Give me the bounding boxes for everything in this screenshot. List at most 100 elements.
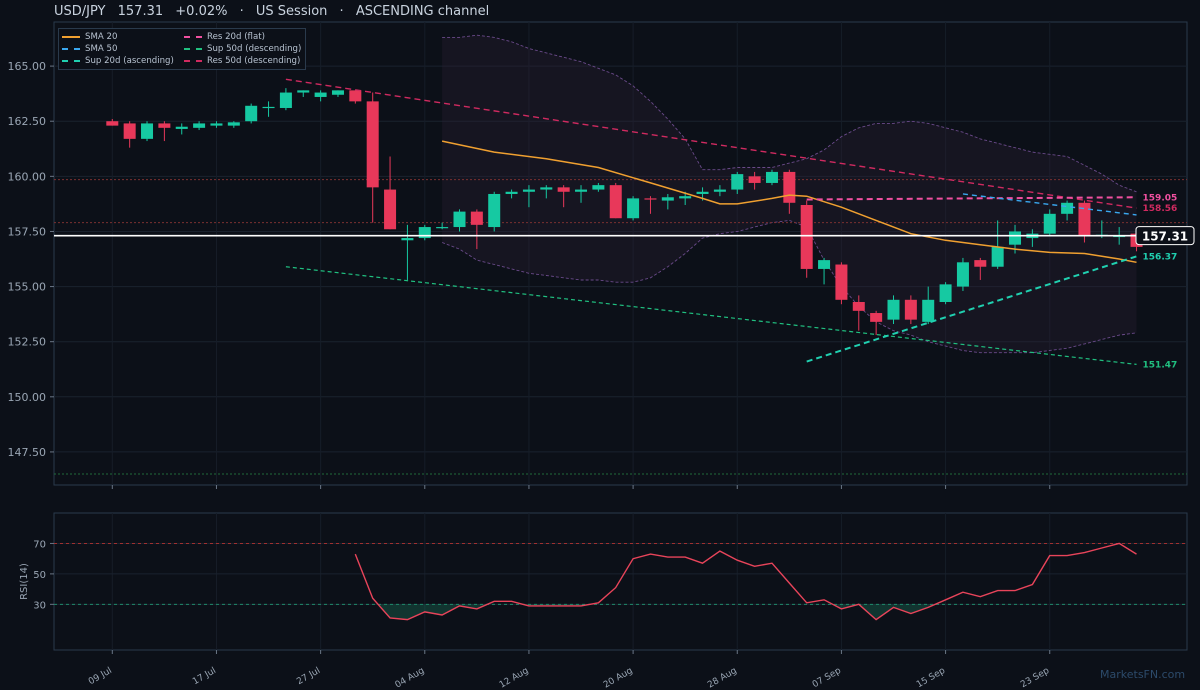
price-ytick-label: 155.00 [8,281,47,294]
candle-body [418,227,431,239]
candle [106,119,119,126]
candle-body [384,189,397,230]
price-label: 157.31 [117,4,164,19]
candle-body [661,197,674,201]
price-ytick-label: 162.50 [8,115,47,128]
candle-body [1009,231,1022,245]
legend-swatch [62,60,80,62]
candle-body [783,171,796,203]
date-tick-label: 27 Jul [295,666,322,687]
candle [922,286,935,325]
candle-body [974,260,987,267]
chart-header: USD/JPY 157.31 +0.02% · US Session · ASC… [54,4,497,19]
change-label: +0.02% [175,4,228,19]
trendline-end-label: 156.37 [1143,252,1178,262]
candle [713,185,726,197]
chart-legend: SMA 20 SMA 50 Sup 20d (ascending) Res 20d (… [58,28,306,70]
candle-body [800,204,813,269]
trendline [962,193,1137,216]
rsi-ytick-label: 50 [33,570,46,581]
price-ytick-label: 165.00 [8,60,47,73]
candle [297,90,310,97]
candle-body [696,191,709,194]
candle-body [870,313,883,322]
sma20-line [441,140,1137,264]
separator: · [339,4,344,19]
candle [557,185,570,208]
candle-body [193,123,206,128]
candle [366,92,379,223]
date-tick-label: 04 Aug [394,666,427,690]
legend-swatch [184,60,202,62]
candle [1043,209,1056,236]
candle-body [349,90,362,102]
candle [505,189,518,199]
candle-body [401,238,414,241]
legend-label: Sup 50d (descending) [207,44,302,54]
candle-body [852,302,865,311]
rsi-line [354,542,1137,621]
candle [193,121,206,131]
candle [123,121,136,148]
candle [765,169,778,186]
date-tick-label: 15 Sep [915,666,947,690]
session-label: US Session [255,4,328,19]
candle-body [453,211,466,228]
candle-body [609,185,622,219]
candle [418,224,431,241]
candle-body [436,227,449,229]
candle-body [123,123,136,139]
trendline-end-label: 159.05 [1143,193,1178,203]
rsi-ytick-label: 70 [33,539,46,550]
candle-body [505,191,518,194]
trendline [285,266,1137,365]
candle-body [887,299,900,320]
candle [974,257,987,280]
candle-body [488,193,501,228]
price-ytick-label: 147.50 [8,446,47,459]
rsi-axis-label: RSI(14) [19,563,30,600]
candle [158,121,171,142]
candle [835,262,848,305]
candle [210,121,223,128]
candle-body [956,262,969,287]
candle [522,185,535,208]
candle-body [575,189,588,192]
legend-label: Res 20d (flat) [207,32,265,42]
candle-body [1061,202,1074,214]
candle-body [245,105,258,122]
legend-item: Res 50d (descending) [184,55,300,67]
candle-body [731,174,744,190]
date-tick-label: 20 Aug [602,666,635,690]
candle [141,121,154,142]
current-price-label: 157.31 [1142,230,1188,244]
candle [331,90,344,97]
candle [1061,200,1074,221]
candle [227,121,240,128]
legend-item: SMA 50 [62,43,117,55]
candle-body [644,198,657,200]
candle [384,156,397,230]
rsi-oversold-fill [378,604,488,620]
date-tick-label: 07 Sep [811,666,843,690]
candle [800,200,813,278]
legend-swatch [62,36,80,38]
legend-item: Sup 50d (descending) [184,43,301,55]
candle-body [1078,202,1091,236]
candle-body [991,246,1004,267]
candle [627,196,640,221]
candle-body [470,211,483,225]
price-ytick-label: 150.00 [8,391,47,404]
candle-body [227,122,240,126]
candle [175,123,188,135]
legend-item: SMA 20 [62,31,117,43]
candle [870,310,883,336]
candle-body [279,92,292,108]
date-tick-label: 09 Jul [87,666,114,687]
price-ytick-label: 152.50 [8,336,47,349]
legend-item: Res 20d (flat) [184,31,265,43]
candle-body [106,121,119,126]
candle-body [314,92,327,97]
legend-label: Res 50d (descending) [207,56,301,66]
